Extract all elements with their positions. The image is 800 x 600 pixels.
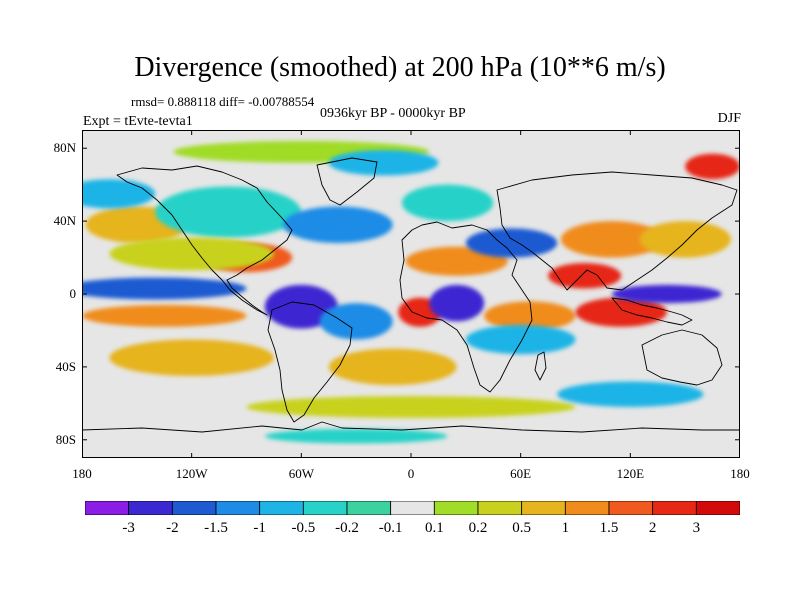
lon-label: 120E <box>616 466 645 481</box>
antarctica-coastline <box>82 421 740 433</box>
south-america-coastline <box>267 301 353 423</box>
colorbar-label: 0.2 <box>468 520 488 536</box>
colorbar-swatch <box>564 501 610 515</box>
colorbar-label: -3 <box>122 520 135 536</box>
colorbar-label: 2 <box>648 520 657 536</box>
field-n-pacific-cyan <box>82 179 156 209</box>
field-siberia-red <box>685 153 740 180</box>
field-e-pacific-yellow <box>109 237 274 271</box>
madagascar-coastline <box>534 351 547 381</box>
field-arabia-blue <box>465 228 558 258</box>
coastlines <box>82 157 740 433</box>
lon-label: 120W <box>175 466 208 481</box>
field-eq-pacific-blue <box>82 277 247 300</box>
longitude-ticks <box>82 130 740 458</box>
colorbar-swatch <box>695 501 740 515</box>
europe-africa-coastline <box>399 221 533 393</box>
field-africa-blue <box>429 284 485 322</box>
colorbar-swatch <box>608 501 654 515</box>
colorbar-swatch <box>259 501 304 515</box>
colorbar-label: -0.1 <box>378 520 403 536</box>
colorbar-swatch <box>652 501 697 515</box>
colorbar-label: -1 <box>253 520 266 536</box>
colorbar-swatch <box>171 501 217 515</box>
experiment-label: Expt = tEvte-tevta1 <box>83 114 193 129</box>
lon-label: 0 <box>407 466 415 481</box>
lon-label: 60E <box>510 466 532 481</box>
lon-label: 60W <box>288 466 314 481</box>
field-indonesia-red <box>575 297 667 327</box>
field-s-indian-orange <box>484 301 576 331</box>
lat-label: 80N <box>53 140 76 156</box>
latitude-ticks <box>82 147 740 441</box>
rmsd-diff-stats: rmsd= 0.888118 diff= -0.00788554 <box>131 94 315 109</box>
field-indian-cyan <box>465 324 576 355</box>
colorbar-swatch <box>215 501 261 515</box>
colorbar-label: 1.5 <box>599 520 619 536</box>
field-s-ocean-yellow <box>246 396 576 418</box>
colorbar-label: -2 <box>166 520 179 536</box>
colorbar-label: -1.5 <box>204 520 228 536</box>
season-label: DJF <box>717 111 741 126</box>
field-s-atlantic-cyan <box>319 303 393 340</box>
colorbar-swatch <box>302 501 348 515</box>
field-arctic-cyan <box>328 150 439 176</box>
field-antarctic-cyan <box>264 428 448 444</box>
field-s-atlantic-yellow <box>328 348 457 386</box>
field-w-pacific-blue <box>612 284 722 304</box>
maritime-continent-coastline <box>611 297 693 326</box>
colorbar-swatch <box>477 501 523 515</box>
colorbar-label: 0.5 <box>512 520 532 536</box>
lat-label: 40N <box>53 213 76 229</box>
colorbar-label: 3 <box>692 520 701 536</box>
field-amazon-purple <box>264 284 338 329</box>
australia-coastline <box>641 329 723 386</box>
field-s-pacific-orange <box>109 339 274 376</box>
field-china-orange <box>560 221 664 258</box>
map-title: Divergence (smoothed) at 200 hPa (10**6 … <box>134 52 666 83</box>
lon-label: 180 <box>730 466 750 481</box>
divergence-field <box>82 140 740 444</box>
colorbar-label: -0.5 <box>291 520 316 536</box>
colorbar-swatch <box>346 501 392 515</box>
colorbar-label: -0.2 <box>335 520 359 536</box>
colorbar <box>85 501 740 515</box>
lat-label: 40S <box>55 358 76 374</box>
field-atlantic-cyan <box>283 206 393 243</box>
field-s-ocean-cyan <box>557 381 704 407</box>
colorbar-swatch <box>128 501 173 515</box>
lat-label: 0 <box>69 286 77 301</box>
north-america-coastline <box>116 165 293 316</box>
lon-label: 180 <box>72 466 92 481</box>
colorbar-swatch <box>390 501 435 515</box>
lat-label: 80S <box>55 431 76 447</box>
colorbar-label: 0.1 <box>424 520 444 536</box>
field-europe-cyan <box>401 184 494 222</box>
divergence-map <box>82 130 740 458</box>
colorbar-label: 1 <box>561 520 570 536</box>
colorbar-swatch <box>521 501 566 515</box>
field-eq-pacific-orange <box>82 304 247 327</box>
colorbar-swatch <box>85 501 130 515</box>
greenland-coastline <box>316 157 378 206</box>
time-period-label: 0936kyr BP - 0000kyr BP <box>320 106 466 121</box>
colorbar-swatch <box>433 501 479 515</box>
asia-coastline <box>496 171 738 291</box>
field-n-america-cyan <box>155 186 302 238</box>
field-nw-pacific-yellow <box>639 221 731 258</box>
field-india-red <box>548 263 622 289</box>
